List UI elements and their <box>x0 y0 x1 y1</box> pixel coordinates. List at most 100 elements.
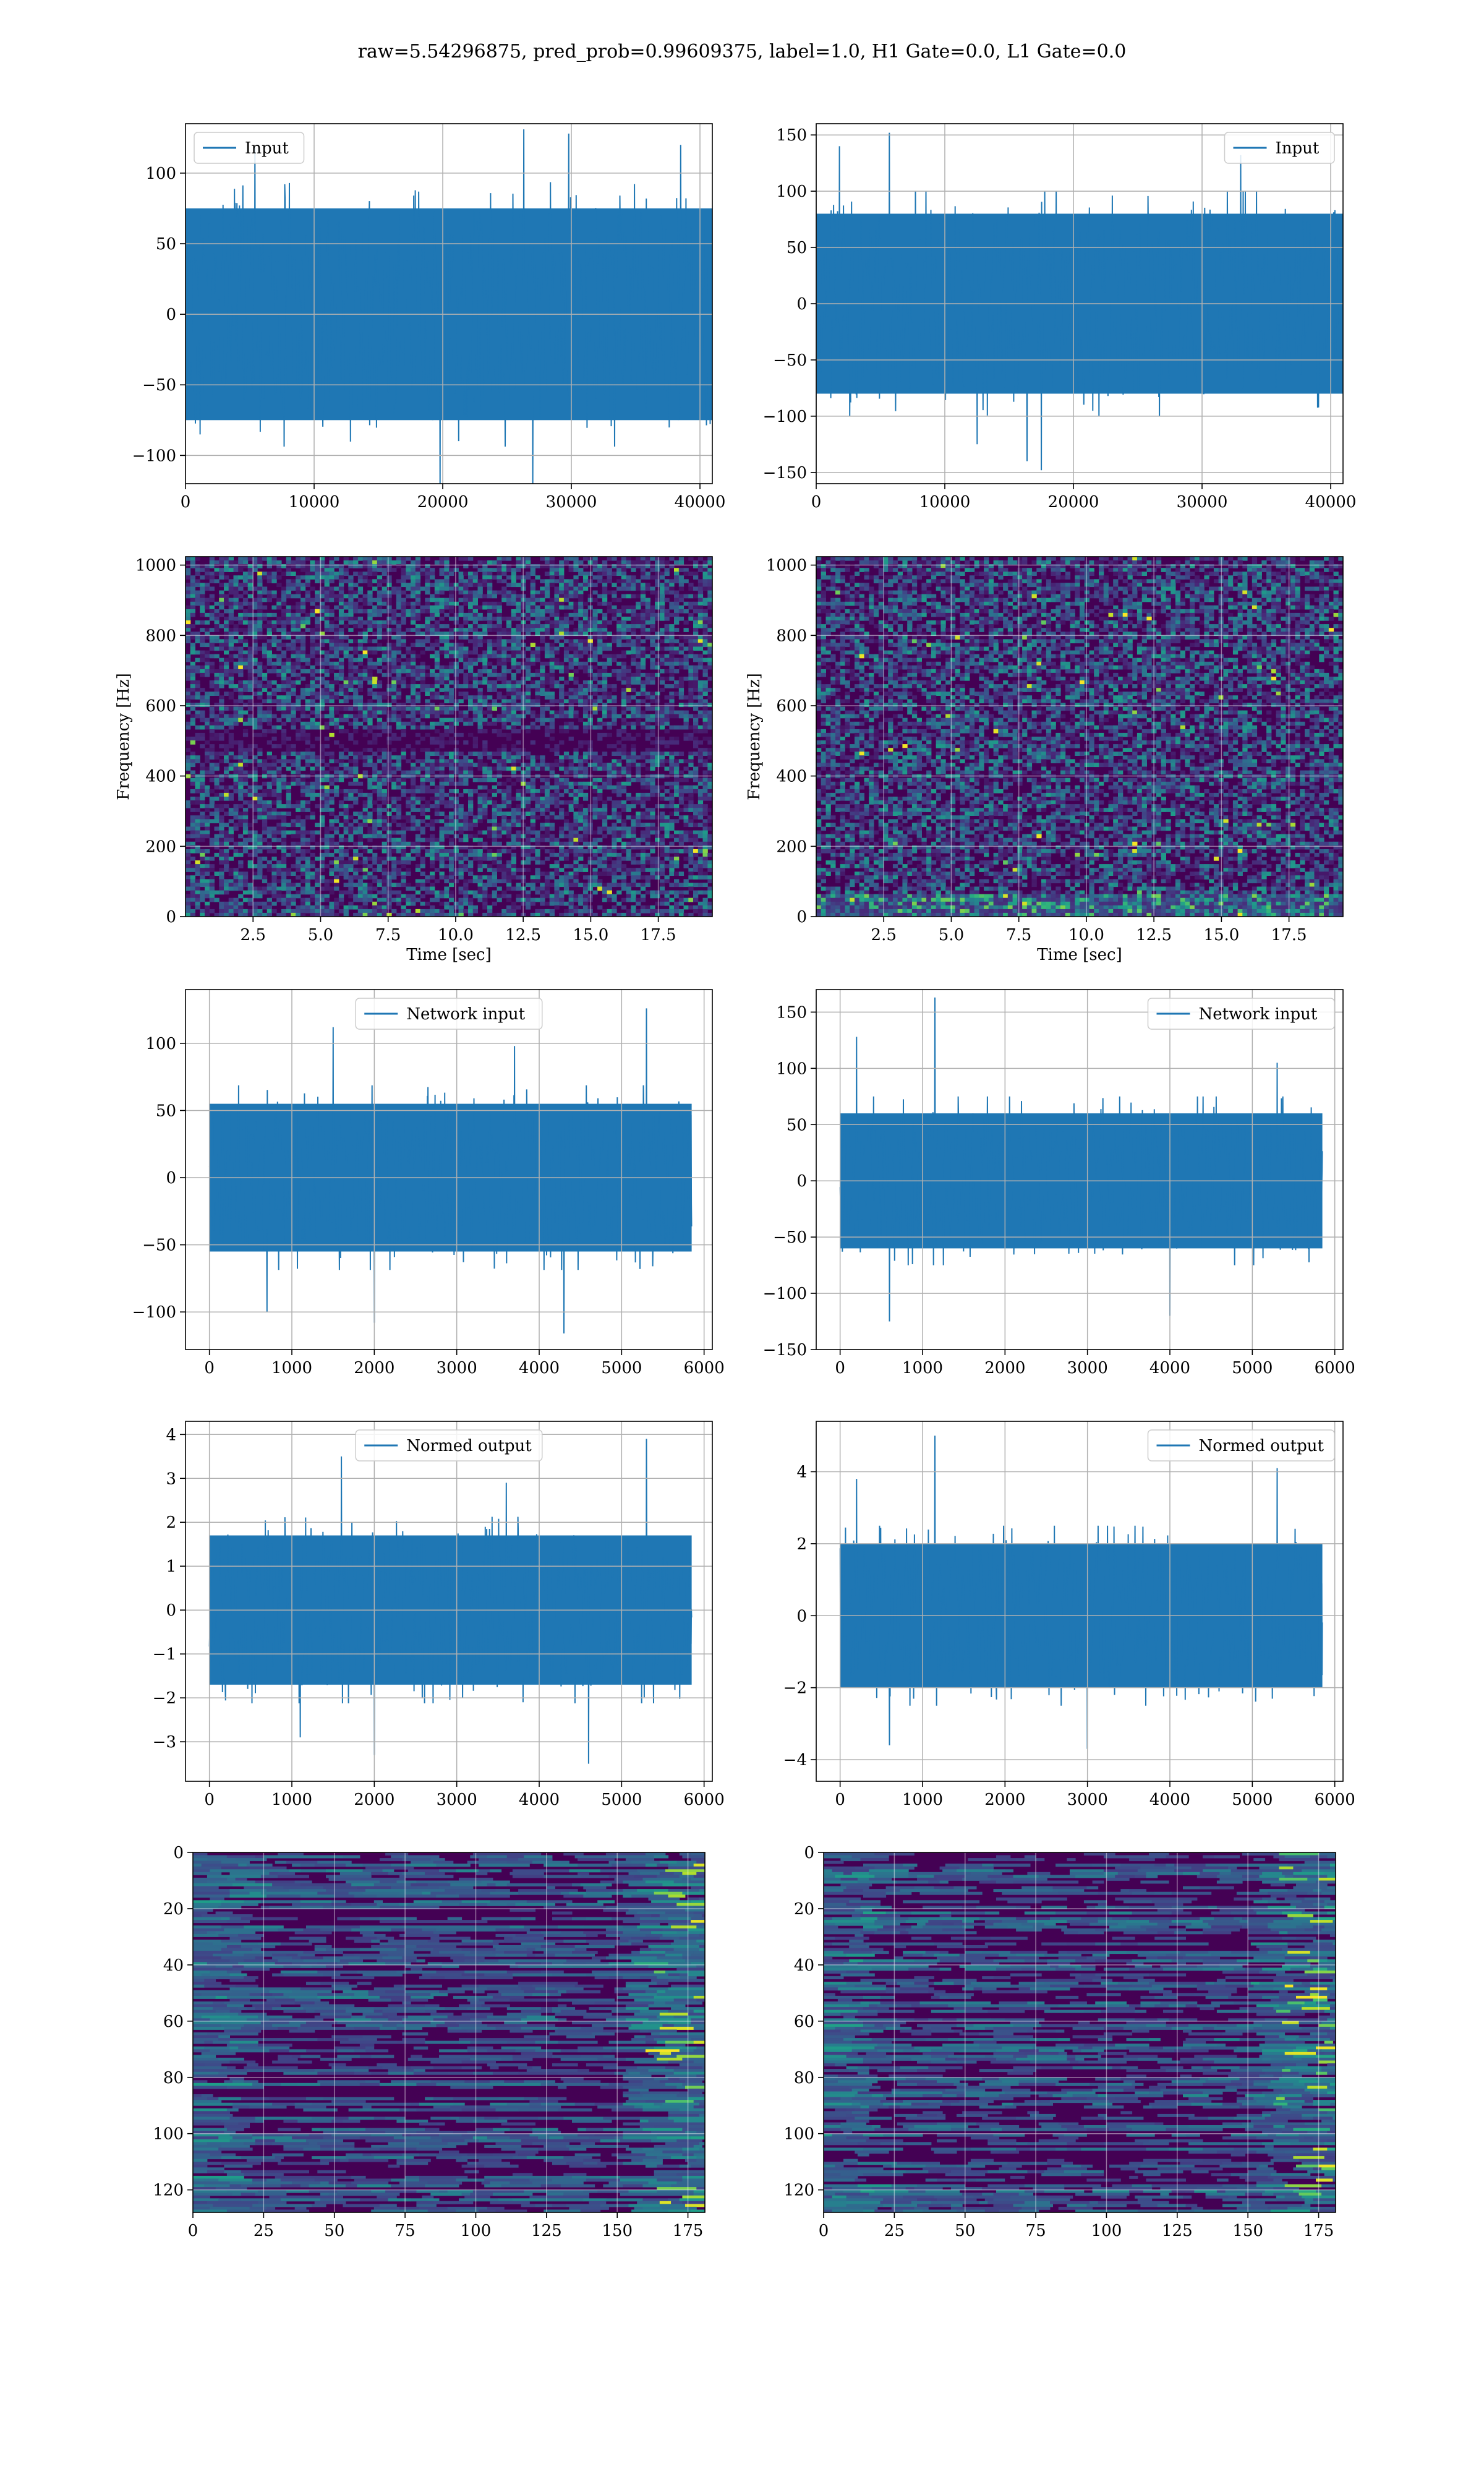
x-tick-label: 0 <box>204 1791 215 1809</box>
y-tick-label: 1000 <box>135 557 176 575</box>
x-tick-label: 10.0 <box>1068 926 1104 944</box>
y-tick-label: 400 <box>776 768 807 786</box>
y-axis-ticks: 0 20 40 60 80 100 120 <box>783 1844 824 2200</box>
y-tick-label: 0 <box>166 1601 176 1620</box>
y-axis-ticks: 0 200 400 600 800 1000 <box>135 557 186 927</box>
axes-frame <box>816 556 1344 917</box>
y-tick-label: 120 <box>153 2181 184 2200</box>
x-tick-label: 1000 <box>902 1791 943 1809</box>
y-tick-label: 150 <box>776 126 807 145</box>
y-tick-label: 80 <box>794 2069 814 2087</box>
x-tick-label: 0 <box>811 493 822 511</box>
chart-row4-left: 0 1000 2000 3000 4000 5000 6000 −3 −2 −1 0 1 2 3 4 Norm… <box>153 1421 725 1809</box>
y-tick-label: 0 <box>796 908 807 927</box>
x-tick-label: 1000 <box>271 1359 312 1377</box>
x-tick-label: 0 <box>188 2222 198 2240</box>
plot-area <box>193 1852 705 2212</box>
legend-box <box>355 998 543 1030</box>
grid <box>193 1852 705 2212</box>
x-tick-label: 0 <box>835 1791 845 1809</box>
x-tick-label: 40000 <box>1305 493 1357 511</box>
y-tick-label: 0 <box>166 306 176 324</box>
legend-box <box>1147 1429 1335 1462</box>
y-tick-label: 20 <box>794 1900 814 1919</box>
x-tick-label: 12.5 <box>1136 926 1172 944</box>
legend-box <box>1147 998 1335 1030</box>
plot-area <box>816 124 1343 484</box>
heatmap-cells <box>816 557 1343 917</box>
x-tick-label: 125 <box>531 2222 562 2240</box>
y-tick-label: 600 <box>145 697 176 716</box>
chart-row1-right: 0 10000 20000 30000 40000 −150 −100 −50 0 50 100 15… <box>763 123 1357 511</box>
legend-label: Network input <box>1199 1005 1318 1024</box>
y-tick-label: 600 <box>776 697 807 716</box>
axes-frame <box>816 989 1344 1350</box>
x-tick-label: 2.5 <box>241 926 266 944</box>
x-tick-label: 3000 <box>1067 1791 1108 1809</box>
x-tick-label: 150 <box>1232 2222 1263 2240</box>
x-axis-ticks: 0 1000 2000 3000 4000 5000 6000 <box>204 1350 725 1377</box>
legend: Network input <box>1147 998 1335 1030</box>
x-axis-ticks: 2.5 5.0 7.5 10.0 12.5 15.0 17.5 <box>871 917 1307 944</box>
series-line <box>816 132 1343 471</box>
chart-row1-left: 0 10000 20000 30000 40000 −100 −50 0 50 100 Input <box>132 123 725 511</box>
x-tick-label: 175 <box>1303 2222 1334 2240</box>
legend-box <box>194 132 305 164</box>
legend: Normed output <box>1147 1429 1335 1462</box>
y-axis-ticks: −100 −50 0 50 100 <box>132 1035 186 1322</box>
y-axis-ticks: −150 −100 −50 0 50 100 150 <box>763 126 816 482</box>
y-tick-label: 0 <box>166 1169 176 1188</box>
y-axis-ticks: −4 −2 0 2 4 <box>783 1463 816 1770</box>
y-axis-ticks: −150 −100 −50 0 50 100 150 <box>763 1003 816 1359</box>
y-tick-label: 0 <box>166 908 176 927</box>
x-tick-label: 0 <box>819 2222 829 2240</box>
y-axis-ticks: −3 −2 −1 0 1 2 3 4 <box>153 1426 186 1752</box>
y-axis-label: Frequency [Hz] <box>114 673 133 800</box>
heatmap-cells <box>193 1852 705 2212</box>
x-axis-ticks: 0 1000 2000 3000 4000 5000 6000 <box>204 1781 725 1809</box>
x-tick-label: 25 <box>254 2222 274 2240</box>
plot-area <box>186 990 712 1350</box>
plot-area <box>816 990 1343 1350</box>
legend: Input <box>194 132 305 164</box>
y-tick-label: 0 <box>796 1172 807 1191</box>
y-tick-label: −100 <box>763 1285 807 1303</box>
plot-area <box>186 557 712 917</box>
x-tick-label: 30000 <box>546 493 597 511</box>
plot-area <box>824 1852 1336 2212</box>
x-tick-label: 4000 <box>519 1359 560 1377</box>
x-tick-label: 3000 <box>437 1791 477 1809</box>
plot-area <box>186 1421 712 1781</box>
y-tick-label: −2 <box>153 1689 176 1708</box>
grid <box>186 557 712 917</box>
y-axis-ticks: 0 20 40 60 80 100 120 <box>153 1844 193 2200</box>
x-tick-label: 4000 <box>519 1791 560 1809</box>
y-tick-label: 800 <box>145 627 176 645</box>
x-axis-label: Time [sec] <box>1037 946 1122 964</box>
x-tick-label: 6000 <box>684 1359 725 1377</box>
x-tick-label: 1000 <box>271 1791 312 1809</box>
grid <box>816 557 1343 917</box>
axes-frame <box>185 123 713 484</box>
legend: Network input <box>355 998 543 1030</box>
y-tick-label: 3 <box>166 1470 176 1488</box>
y-tick-label: −50 <box>773 1228 807 1247</box>
x-tick-label: 30000 <box>1177 493 1228 511</box>
plot-area <box>816 1421 1343 1781</box>
x-tick-label: 175 <box>673 2222 704 2240</box>
x-tick-label: 50 <box>955 2222 975 2240</box>
x-tick-label: 5.0 <box>939 926 964 944</box>
y-tick-label: 40 <box>794 1956 814 1975</box>
y-tick-label: −50 <box>773 351 807 370</box>
heatmap-cells <box>824 1852 1336 2212</box>
x-axis-ticks: 0 10000 20000 30000 40000 <box>811 484 1357 511</box>
y-tick-label: 0 <box>173 1844 184 1862</box>
x-tick-label: 7.5 <box>1006 926 1031 944</box>
y-tick-label: −1 <box>153 1645 176 1664</box>
y-tick-label: −50 <box>142 1236 176 1255</box>
figure-title: raw=5.54296875, pred_prob=0.99609375, la… <box>357 41 1127 62</box>
chart-row3-right: 0 1000 2000 3000 4000 5000 6000 −150 −100 −50 0 50 1… <box>763 989 1355 1377</box>
x-tick-label: 17.5 <box>641 926 676 944</box>
chart-row2-right: 2.5 5.0 7.5 10.0 12.5 15.0 17.5 0 200 400 600 800 10… <box>745 556 1344 964</box>
